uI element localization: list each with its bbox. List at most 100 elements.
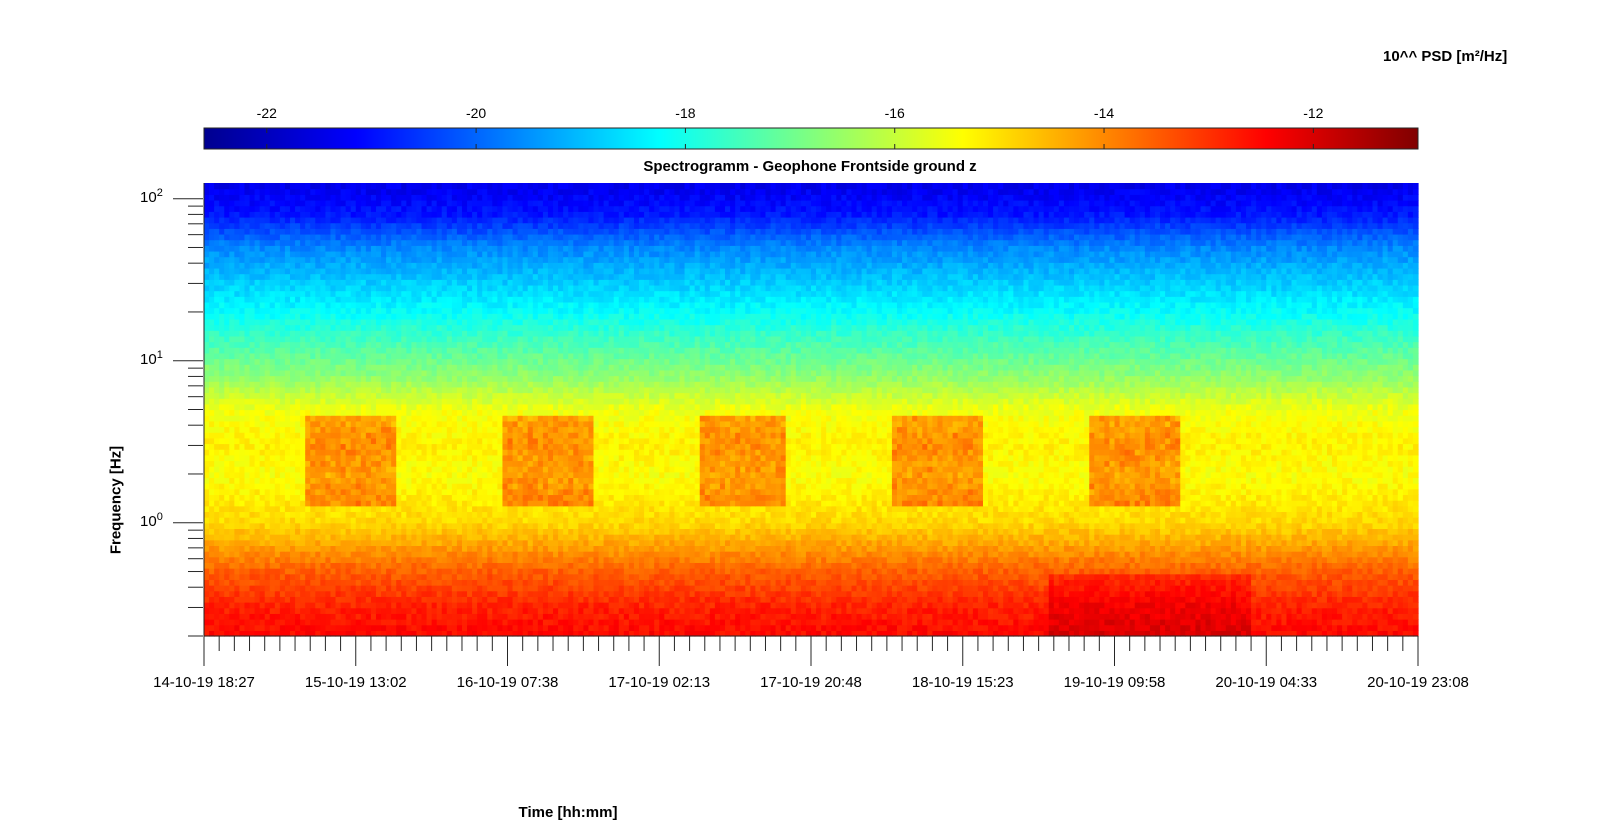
heatmap-cell: [851, 596, 858, 603]
heatmap-cell: [416, 551, 423, 558]
heatmap-cell: [1119, 590, 1126, 597]
heatmap-cell: [1367, 579, 1374, 586]
heatmap-cell: [684, 522, 691, 530]
heatmap-cell: [659, 522, 665, 530]
heatmap-cell: [1119, 602, 1126, 609]
heatmap-cell: [841, 517, 848, 524]
heatmap-cell: [866, 585, 873, 592]
heatmap-cell: [831, 551, 837, 558]
heatmap-cell: [1200, 619, 1207, 626]
heatmap-cell: [770, 539, 777, 546]
heatmap-cell: [800, 534, 807, 541]
heatmap-cell: [780, 624, 787, 631]
heatmap-cell: [1246, 556, 1252, 563]
heatmap-cell: [1266, 619, 1272, 626]
heatmap-cell: [1114, 573, 1121, 580]
heatmap-cell: [467, 573, 473, 580]
heatmap-cell: [785, 556, 792, 563]
heatmap-cell: [957, 562, 964, 569]
heatmap-cell: [451, 517, 458, 524]
heatmap-cell: [1190, 534, 1197, 541]
heatmap-cell: [391, 596, 397, 603]
heatmap-cell: [836, 517, 842, 524]
heatmap-cell: [1256, 562, 1262, 569]
heatmap-cell: [780, 590, 787, 597]
heatmap-cell: [588, 573, 595, 580]
heatmap-cell: [871, 522, 878, 530]
heatmap-cell: [1175, 579, 1181, 586]
heatmap-cell: [295, 607, 301, 614]
heatmap-cell: [1407, 619, 1414, 626]
heatmap-cell: [1003, 630, 1009, 637]
heatmap-cell: [1043, 562, 1050, 569]
heatmap-cell: [942, 607, 949, 614]
heatmap-cell: [578, 607, 584, 614]
heatmap-cell: [896, 517, 903, 524]
heatmap-cell: [689, 602, 696, 609]
heatmap-cell: [315, 613, 321, 620]
heatmap-cell: [826, 630, 832, 637]
heatmap-cell: [993, 528, 999, 535]
heatmap-cell: [907, 624, 913, 631]
heatmap-cell: [219, 556, 225, 563]
heatmap-cell: [563, 551, 569, 558]
heatmap-cell: [902, 562, 908, 569]
heatmap-cell: [411, 596, 418, 603]
heatmap-cell: [689, 517, 696, 524]
heatmap-cell: [1033, 562, 1040, 569]
heatmap-cell: [229, 579, 235, 586]
heatmap-cell: [684, 551, 691, 558]
heatmap-cell: [1220, 573, 1227, 580]
heatmap-cell: [628, 556, 635, 563]
heatmap-cell: [841, 528, 848, 535]
heatmap-cell: [375, 590, 382, 597]
heatmap-cell: [416, 624, 423, 631]
heatmap-cell: [1175, 585, 1181, 592]
heatmap-cell: [497, 562, 504, 569]
heatmap-cell: [1023, 590, 1030, 597]
heatmap-cell: [1114, 613, 1121, 620]
heatmap-cell: [522, 562, 529, 569]
heatmap-cell: [249, 590, 256, 597]
heatmap-cell: [1235, 624, 1242, 631]
heatmap-cell: [1048, 556, 1055, 563]
heatmap-cell: [821, 613, 827, 620]
heatmap-cell: [699, 607, 706, 614]
heatmap-cell: [259, 556, 266, 563]
heatmap-cell: [254, 545, 261, 552]
heatmap-cell: [861, 602, 868, 609]
heatmap-cell: [391, 556, 397, 563]
heatmap-cell: [517, 607, 524, 614]
heatmap-cell: [1033, 579, 1040, 586]
heatmap-cell: [482, 624, 488, 631]
heatmap-cell: [608, 528, 615, 535]
heatmap-cell: [1205, 551, 1212, 558]
heatmap-cell: [451, 539, 458, 546]
heatmap-cell: [1139, 607, 1146, 614]
heatmap-cell: [274, 517, 281, 524]
heatmap-cell: [608, 573, 615, 580]
heatmap-cell: [1387, 585, 1394, 592]
heatmap-cell: [937, 562, 944, 569]
heatmap-cell: [1402, 630, 1409, 637]
heatmap-cell: [1347, 551, 1353, 558]
heatmap-cell: [861, 562, 868, 569]
heatmap-cell: [1402, 624, 1409, 631]
heatmap-cell: [1357, 573, 1363, 580]
heatmap-cell: [1139, 585, 1146, 592]
heatmap-cell: [386, 556, 392, 563]
heatmap-cell: [856, 517, 863, 524]
heatmap-cell: [927, 562, 933, 569]
heatmap-cell: [537, 528, 544, 535]
heatmap-cell: [780, 534, 787, 541]
heatmap-cell: [993, 585, 999, 592]
heatmap-cell: [259, 596, 266, 603]
heatmap-cell: [1074, 579, 1080, 586]
heatmap-cell: [472, 607, 478, 614]
heatmap-cell: [1240, 539, 1247, 546]
heatmap-cell: [1276, 539, 1283, 546]
heatmap-cell: [790, 522, 797, 530]
heatmap-cell: [527, 613, 534, 620]
heatmap-cell: [1008, 607, 1014, 614]
heatmap-cell: [269, 607, 276, 614]
